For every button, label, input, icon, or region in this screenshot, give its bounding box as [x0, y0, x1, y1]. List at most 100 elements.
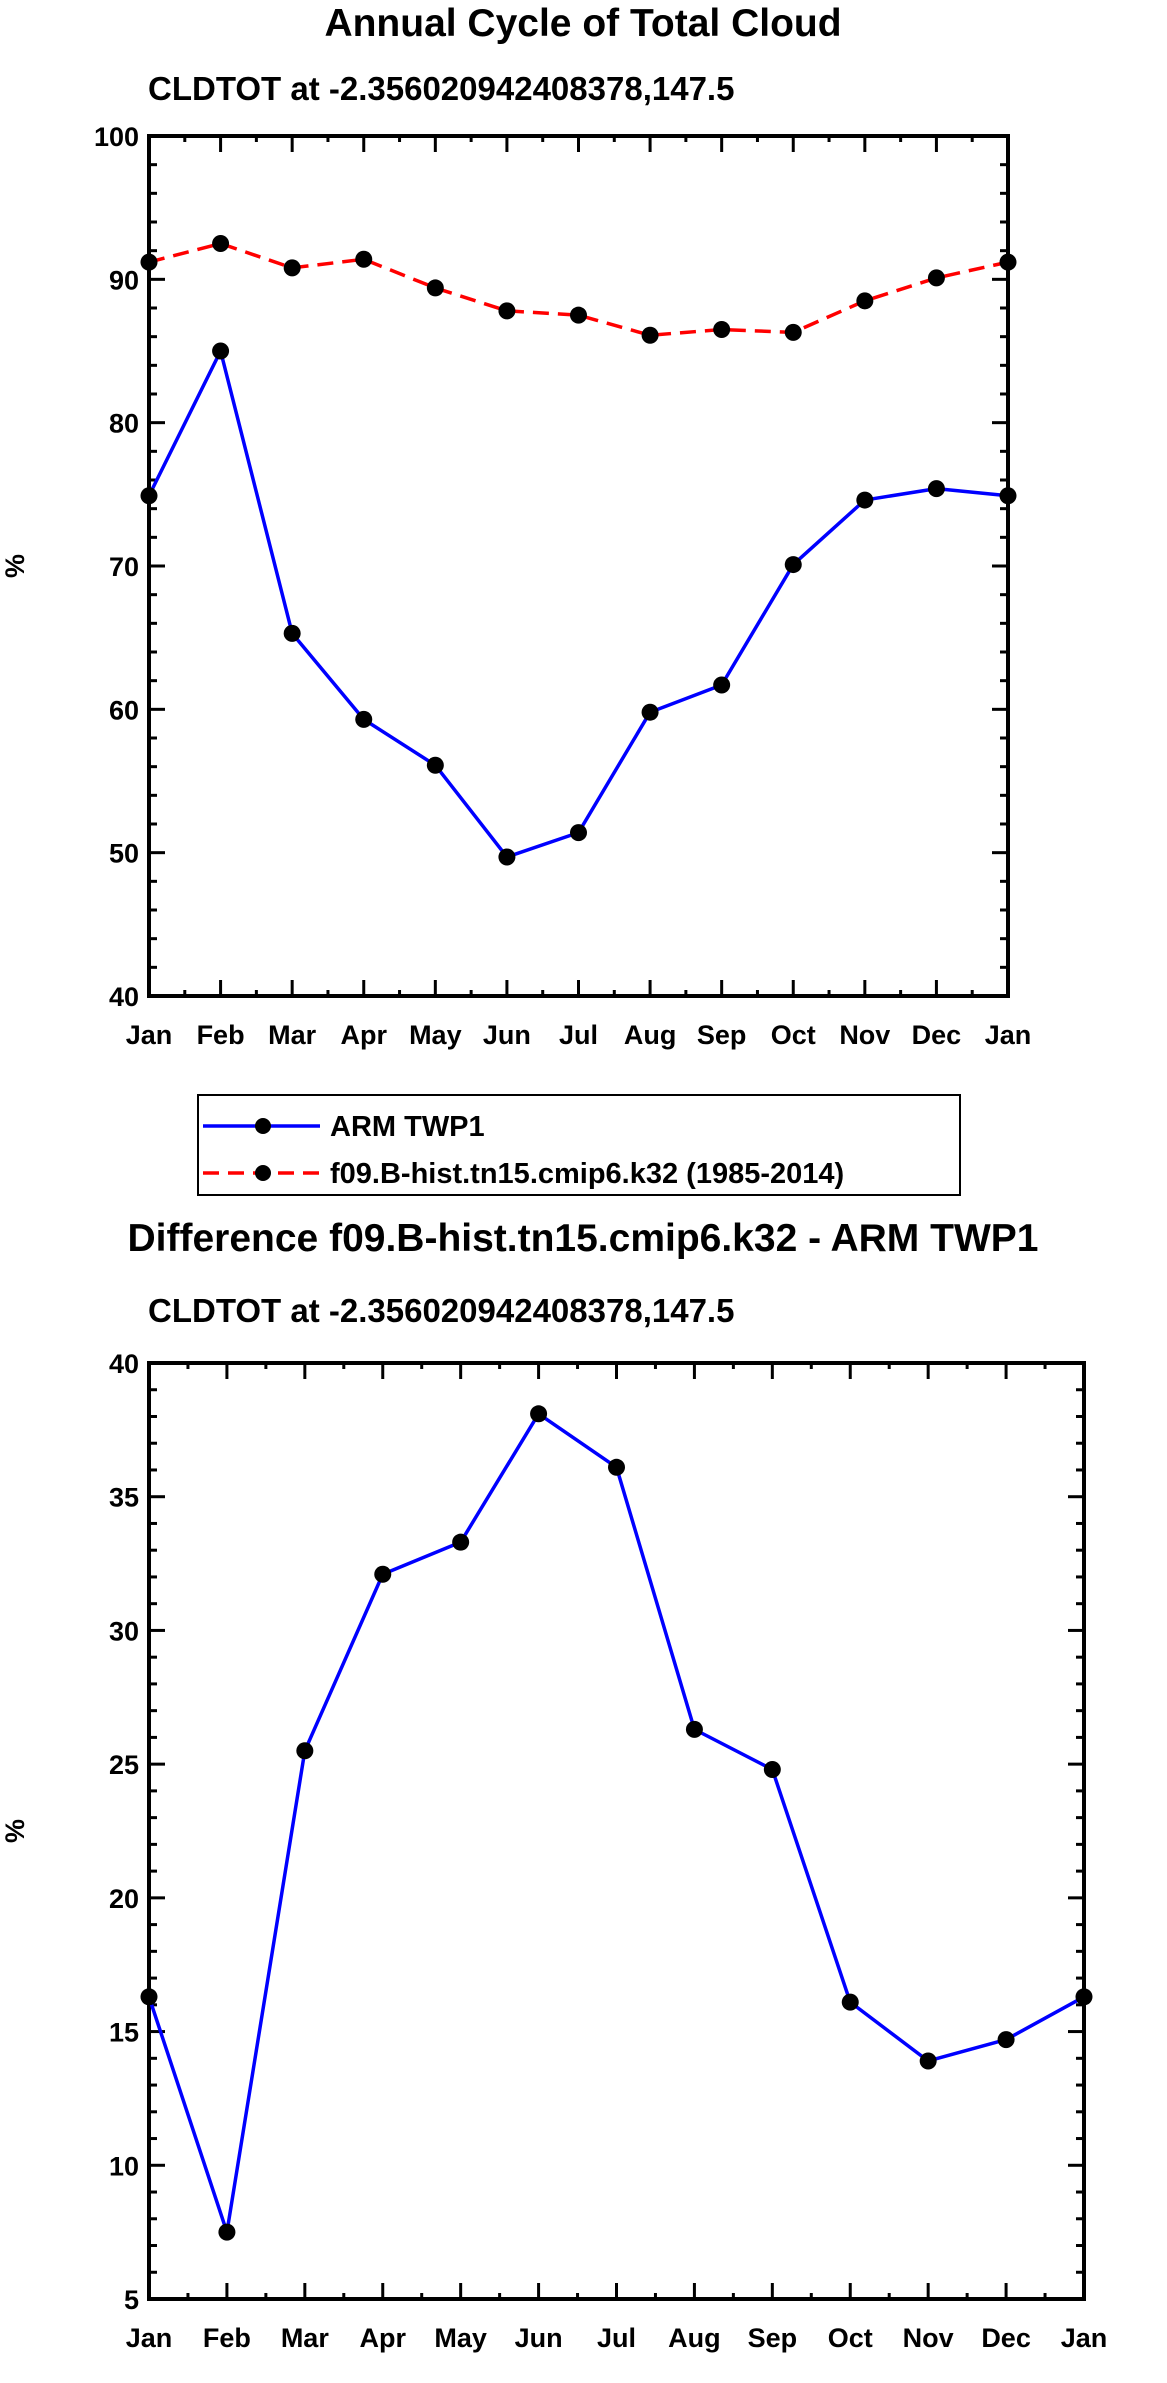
top-chart-title: Annual Cycle of Total Cloud [324, 2, 841, 45]
top-chart-subtitle: CLDTOT at -2.356020942408378,147.5 [148, 70, 734, 107]
top-chart-data-point [784, 323, 802, 341]
bottom-chart-data-point [841, 1993, 859, 2011]
bottom-chart-series-line-0 [147, 1412, 1085, 2234]
top-chart-data-point [856, 292, 874, 310]
top-chart-data-point [856, 491, 874, 509]
top-chart-data-point [426, 279, 444, 297]
bottom-chart-xtick-label: Nov [903, 2323, 954, 2353]
top-chart-data-point [641, 703, 659, 721]
top-chart-series-line-0 [147, 349, 1009, 859]
top-chart-xtick-label: Mar [268, 1020, 317, 1050]
bottom-chart-data-point [374, 1565, 392, 1583]
top-chart-xtick-label: Jan [126, 1020, 173, 1050]
bottom-chart-x-tick-labels: Jan Feb Mar Apr May Jun Jul Aug Sep Oct Nov Dec Jan [126, 2323, 1108, 2353]
top-chart-data-point [355, 250, 373, 268]
bottom-chart: Difference f09.B-hist.tn15.cmip6.k32 - A… [0, 1217, 1107, 2353]
top-chart: Annual Cycle of Total Cloud CLDTOT at -2… [0, 2, 1032, 1196]
bottom-chart-xtick-label: Dec [981, 2323, 1031, 2353]
bottom-chart-data-point [608, 1458, 625, 1476]
top-chart-data-point [283, 259, 301, 277]
top-chart-ytick-label: 60 [109, 695, 139, 725]
bottom-chart-data-point [1075, 1988, 1093, 2006]
top-chart-ylabel: % [0, 554, 30, 578]
top-chart-ytick-label: 100 [94, 122, 139, 152]
bottom-chart-title: Difference f09.B-hist.tn15.cmip6.k32 - A… [128, 1217, 1039, 1260]
top-chart-xtick-label: Nov [839, 1020, 890, 1050]
bottom-chart-xtick-label: Jun [515, 2323, 563, 2353]
top-chart-data-point [426, 756, 444, 774]
bottom-chart-data-point [218, 2223, 236, 2241]
top-chart-xtick-label: Jan [985, 1020, 1032, 1050]
legend-marker-model [255, 1165, 271, 1181]
bottom-chart-ticks [147, 1361, 1086, 2301]
bottom-chart-subtitle: CLDTOT at -2.356020942408378,147.5 [148, 1292, 734, 1329]
top-chart-data-point [498, 302, 516, 320]
bottom-chart-ytick-label: 30 [109, 1616, 139, 1646]
bottom-chart-y-tick-labels: 5 10 15 20 25 30 35 40 [109, 1349, 139, 2315]
top-chart-data-point [641, 326, 659, 344]
bottom-chart-data-point [530, 1405, 548, 1423]
bottom-chart-xtick-label: Jan [1061, 2323, 1108, 2353]
top-chart-data-point [212, 235, 230, 252]
top-chart-legend: ARM TWP1 f09.B-hist.tn15.cmip6.k32 (1985… [197, 1094, 961, 1196]
top-chart-ytick-label: 40 [109, 982, 139, 1012]
bottom-chart-xtick-label: Oct [828, 2323, 873, 2353]
top-chart-data-point [713, 676, 731, 694]
top-chart-data-point [283, 624, 301, 642]
bottom-chart-series [140, 1405, 1093, 2241]
bottom-chart-plot-frame [147, 1361, 1086, 2301]
bottom-chart-xtick-label: Mar [281, 2323, 330, 2353]
top-chart-ytick-label: 90 [109, 265, 139, 295]
bottom-chart-xtick-label: Apr [360, 2323, 407, 2353]
bottom-chart-ytick-label: 5 [124, 2285, 139, 2315]
top-chart-data-point [140, 487, 158, 505]
top-chart-data-point [355, 710, 373, 728]
top-chart-data-point [498, 848, 516, 866]
bottom-chart-ytick-label: 40 [109, 1349, 139, 1379]
top-chart-data-point [140, 253, 158, 271]
bottom-chart-xtick-label: Jul [597, 2323, 636, 2353]
top-chart-y-tick-labels: 40 50 60 70 80 90 100 [94, 122, 139, 1012]
legend-label-model: f09.B-hist.tn15.cmip6.k32 (1985-2014) [330, 1158, 844, 1190]
bottom-chart-ytick-label: 25 [109, 1750, 139, 1780]
bottom-chart-ytick-label: 35 [109, 1483, 139, 1513]
bottom-chart-xtick-label: Sep [748, 2323, 798, 2353]
bottom-chart-xtick-label: May [434, 2323, 487, 2353]
top-chart-xtick-label: Jul [559, 1020, 598, 1050]
top-chart-data-point [212, 342, 230, 360]
top-chart-xtick-label: Dec [912, 1020, 962, 1050]
top-chart-xtick-label: Apr [341, 1020, 388, 1050]
top-chart-xtick-label: Aug [624, 1020, 676, 1050]
top-chart-ytick-label: 80 [109, 409, 139, 439]
legend-entry-model: f09.B-hist.tn15.cmip6.k32 (1985-2014) [203, 1158, 844, 1190]
bottom-chart-xtick-label: Feb [203, 2323, 251, 2353]
top-chart-xtick-label: Jun [483, 1020, 531, 1050]
top-chart-data-point [713, 321, 731, 338]
bottom-chart-ylabel: % [0, 1819, 30, 1843]
bottom-chart-data-point [140, 1988, 158, 2006]
bottom-chart-data-point [763, 1760, 781, 1778]
top-chart-data-point [784, 556, 802, 574]
top-chart-xtick-label: Feb [197, 1020, 245, 1050]
bottom-chart-data-point [997, 2031, 1015, 2049]
bottom-chart-xtick-label: Jan [126, 2323, 173, 2353]
top-chart-ytick-label: 70 [109, 552, 139, 582]
top-chart-x-tick-labels: Jan Feb Mar Apr May Jun Jul Aug Sep Oct Nov Dec Jan [126, 1020, 1032, 1050]
legend-box [197, 1094, 961, 1196]
bottom-chart-ytick-label: 10 [109, 2151, 139, 2181]
top-chart-data-point [927, 269, 945, 287]
legend-entry-arm: ARM TWP1 [203, 1111, 485, 1143]
top-chart-ytick-label: 50 [109, 839, 139, 869]
bottom-chart-data-point [296, 1742, 314, 1760]
bottom-chart-ytick-label: 20 [109, 1884, 139, 1914]
top-chart-xtick-label: Oct [771, 1020, 816, 1050]
top-chart-xtick-label: May [409, 1020, 462, 1050]
top-chart-data-point [570, 824, 587, 842]
bottom-chart-data-point [919, 2052, 937, 2070]
top-chart-plot-frame [147, 134, 1010, 998]
top-chart-xtick-label: Sep [697, 1020, 747, 1050]
legend-label-arm: ARM TWP1 [330, 1111, 485, 1143]
legend-marker-arm [255, 1118, 271, 1134]
bottom-chart-data-point [452, 1533, 470, 1551]
